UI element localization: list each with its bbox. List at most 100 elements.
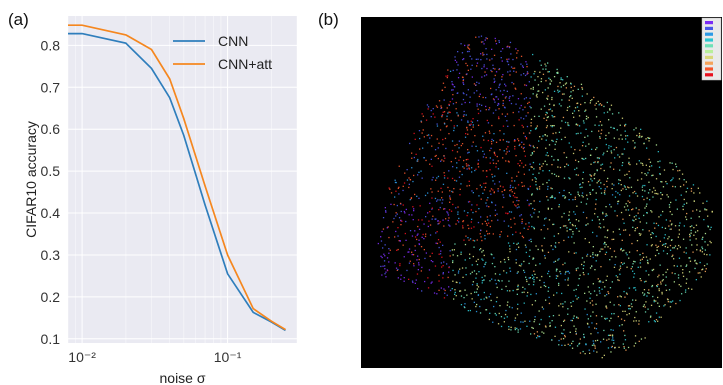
scatter-point [437,223,439,225]
scatter-background [361,17,722,368]
scatter-point [533,333,536,335]
scatter-point [603,105,605,108]
scatter-point [575,268,577,270]
scatter-point [571,97,573,99]
scatter-point [589,102,591,104]
scatter-point [567,236,570,238]
scatter-point [543,281,545,284]
scatter-point [493,99,495,101]
scatter-point [466,165,468,167]
scatter-point [637,212,639,214]
scatter-point [398,165,400,167]
scatter-point [592,231,594,234]
scatter-point [570,82,572,84]
scatter-point [581,88,584,90]
scatter-point [471,64,473,66]
scatter-point [424,235,427,238]
scatter-point [526,63,528,65]
scatter-point [494,279,496,281]
scatter-point [597,332,599,334]
scatter-point [519,328,522,330]
scatter-point [388,187,390,189]
scatter-point [699,210,701,212]
scatter-point [532,86,534,89]
scatter-point [435,179,437,181]
scatter-point [527,228,529,230]
scatter-point [548,71,550,73]
scatter-point [464,136,467,138]
scatter-point [652,174,654,176]
scatter-point [673,265,675,267]
scatter-point [649,189,651,191]
scatter-point [665,289,668,291]
scatter-point [579,352,582,354]
scatter-point [450,161,452,163]
scatter-point [495,89,497,91]
scatter-point [655,222,658,225]
scatter-point [492,162,495,164]
scatter-point [413,265,415,267]
scatter-point [572,112,574,114]
scatter-point [494,175,496,177]
scatter-point [509,248,511,250]
scatter-point [671,162,673,164]
scatter-point [551,320,553,322]
scatter-point [510,211,513,213]
scatter-point [689,233,691,236]
scatter-point [625,252,627,254]
legend-label: CNN [218,33,248,49]
scatter-point [560,127,562,129]
scatter-point [422,147,424,149]
scatter-point [540,64,542,66]
scatter-point [628,157,630,159]
scatter-point [563,177,566,179]
scatter-point [500,231,502,233]
scatter-point [603,183,605,186]
scatter-point [520,93,522,95]
scatter-point [551,164,553,166]
scatter-point [496,96,498,98]
scatter-point [560,77,562,79]
scatter-point [505,160,507,162]
scatter-point [601,129,603,131]
scatter-point [436,125,439,127]
scatter-point [642,252,644,254]
scatter-point [539,168,541,170]
scatter-point [551,110,553,112]
scatter-point [558,204,560,206]
scatter-point [678,233,680,235]
scatter-point [624,310,626,312]
scatter-point [524,320,526,322]
scatter-point [421,177,423,179]
scatter-point [640,233,642,235]
scatter-point [515,262,517,264]
scatter-point [666,183,668,185]
scatter-point [479,305,481,308]
scatter-point [634,146,636,148]
scatter-point [447,177,449,179]
scatter-point [511,177,513,179]
scatter-point [561,93,564,95]
scatter-point [564,301,566,303]
scatter-point [582,350,584,353]
scatter-point [595,102,597,104]
scatter-point [381,274,383,276]
scatter-point [470,221,472,223]
scatter-point [451,81,453,83]
scatter-point [446,115,448,117]
scatter-point [622,188,624,190]
scatter-point [558,175,560,178]
scatter-point [441,266,443,268]
scatter-point [537,216,539,218]
scatter-point [593,290,596,292]
scatter-point [671,255,673,258]
scatter-point [447,276,449,279]
scatter-point [397,227,399,229]
scatter-point [557,89,559,91]
scatter-point [475,84,477,86]
scatter-point [501,191,503,193]
scatter-point [606,101,608,104]
scatter-point [395,267,398,269]
scatter-point [483,153,485,155]
scatter-point [625,349,627,351]
